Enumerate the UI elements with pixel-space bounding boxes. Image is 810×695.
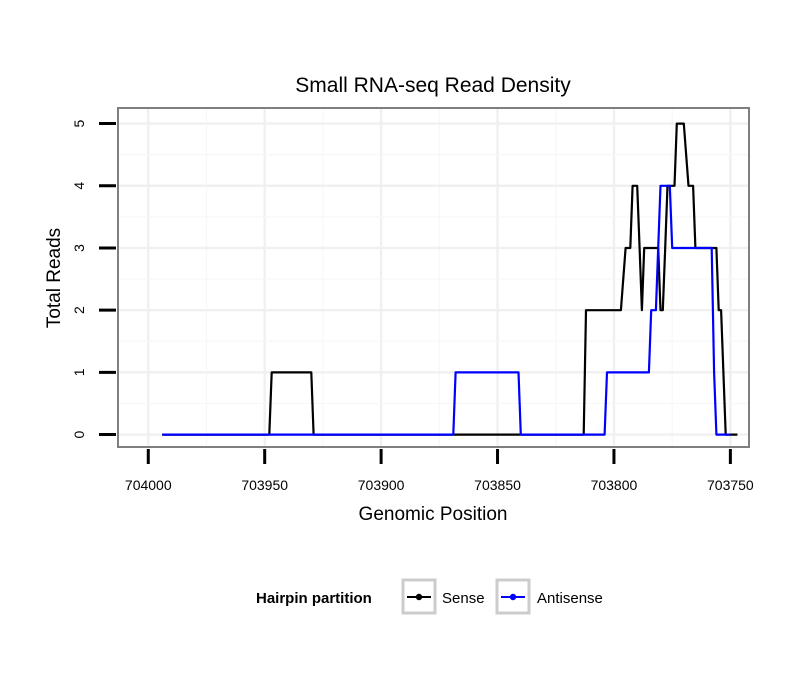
x-axis-label: Genomic Position — [359, 504, 508, 525]
legend-title: Hairpin partition — [256, 590, 372, 607]
x-axis: 704000 703950 703900 703850 703800 703750 — [125, 449, 754, 493]
y-tick-label: 3 — [71, 244, 87, 252]
y-axis: 0 1 2 3 4 5 — [71, 119, 116, 438]
legend-label-sense: Sense — [442, 590, 485, 607]
legend: Hairpin partition Sense Antisense — [256, 578, 603, 615]
series-line-antisense — [162, 184, 731, 436]
x-tick-label: 703850 — [474, 477, 521, 493]
legend-point-antisense — [509, 593, 517, 601]
y-tick-label: 0 — [71, 430, 87, 438]
x-tick-label: 703950 — [241, 477, 288, 493]
y-tick-label: 4 — [71, 182, 87, 190]
chart-title: Small RNA-seq Read Density — [295, 74, 571, 97]
plot-background — [118, 108, 749, 447]
legend-point-sense — [415, 593, 423, 601]
x-tick-label: 703900 — [358, 477, 405, 493]
legend-item-antisense: Antisense — [495, 578, 603, 615]
x-tick-label: 703750 — [707, 477, 754, 493]
y-axis-label: Total Reads — [44, 228, 65, 328]
y-tick-label: 1 — [71, 368, 87, 376]
y-tick-label: 2 — [71, 306, 87, 314]
series-layer — [162, 122, 738, 436]
legend-label-antisense: Antisense — [537, 590, 603, 607]
x-tick-label: 704000 — [125, 477, 172, 493]
legend-item-sense: Sense — [401, 578, 485, 615]
plot-area — [117, 107, 750, 448]
y-tick-label: 5 — [71, 119, 87, 127]
plot-border — [117, 107, 750, 448]
x-tick-label: 703800 — [591, 477, 638, 493]
